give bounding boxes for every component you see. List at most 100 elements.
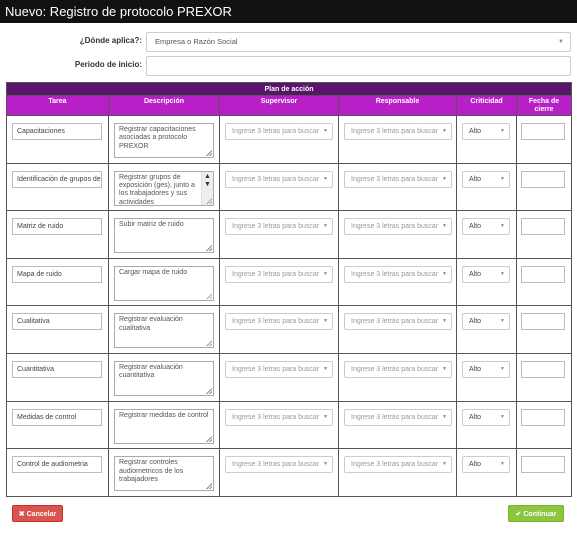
responsable-select[interactable]: Ingrese 3 letras para buscar ▼ bbox=[344, 313, 452, 331]
fecha-cierre-input[interactable] bbox=[521, 170, 565, 188]
tarea-input[interactable]: Medidas de control bbox=[12, 408, 102, 426]
supervisor-select[interactable]: Ingrese 3 letras para buscar ▼ bbox=[225, 408, 333, 426]
fecha-cierre-input[interactable] bbox=[521, 123, 565, 140]
chevron-down-icon: ▼ bbox=[500, 223, 505, 230]
criticidad-select[interactable]: Alto ▼ bbox=[462, 218, 510, 236]
supervisor-select[interactable]: Ingrese 3 letras para buscar ▼ bbox=[225, 265, 333, 283]
criticidad-select[interactable]: Alto ▼ bbox=[462, 313, 510, 331]
periodo-inicio-row: Periodo de inicio: bbox=[0, 56, 577, 76]
supervisor-placeholder: Ingrese 3 letras para buscar bbox=[232, 175, 320, 183]
responsable-cell: Ingrese 3 letras para buscar ▼ bbox=[338, 115, 457, 164]
tarea-input[interactable]: Cuantitativa bbox=[12, 360, 102, 378]
resize-grip-icon[interactable] bbox=[206, 340, 212, 347]
responsable-placeholder: Ingrese 3 letras para buscar bbox=[351, 365, 439, 373]
resize-grip-icon[interactable] bbox=[206, 292, 212, 299]
criticidad-value: Alto bbox=[469, 318, 482, 326]
responsable-select[interactable]: Ingrese 3 letras para buscar ▼ bbox=[344, 123, 452, 140]
plan-de-accion-title: Plan de acción bbox=[5, 82, 573, 96]
descripcion-textarea[interactable]: Registrar controles audiometricos de los… bbox=[114, 456, 214, 492]
responsable-placeholder: Ingrese 3 letras para buscar bbox=[351, 223, 439, 231]
header-criticidad: Criticidad bbox=[456, 95, 517, 116]
fecha-cierre-cell bbox=[515, 115, 573, 164]
continue-button[interactable]: ✔ Continuar bbox=[508, 505, 564, 522]
criticidad-select[interactable]: Alto ▼ bbox=[462, 456, 510, 474]
criticidad-select[interactable]: Alto ▼ bbox=[462, 265, 510, 283]
criticidad-select[interactable]: Alto ▼ bbox=[462, 408, 510, 426]
descripcion-textarea[interactable]: Registrar evaluación cuantitativa bbox=[114, 360, 214, 396]
window-title: Nuevo: Registro de protocolo PREXOR bbox=[0, 0, 577, 23]
criticidad-select[interactable]: Alto ▼ bbox=[462, 123, 510, 140]
criticidad-select[interactable]: Alto ▼ bbox=[462, 360, 510, 378]
supervisor-select[interactable]: Ingrese 3 letras para buscar ▼ bbox=[225, 170, 333, 188]
responsable-cell: Ingrese 3 letras para buscar ▼ bbox=[338, 448, 457, 497]
descripcion-textarea[interactable]: Registrar grupos de exposición (ges), ju… bbox=[114, 170, 214, 206]
donde-aplica-label: ¿Dónde aplica?: bbox=[79, 36, 142, 45]
supervisor-placeholder: Ingrese 3 letras para buscar bbox=[232, 270, 320, 278]
supervisor-select[interactable]: Ingrese 3 letras para buscar ▼ bbox=[225, 123, 333, 140]
descripcion-cell: Subir matriz de ruido bbox=[108, 210, 220, 259]
resize-grip-icon[interactable] bbox=[206, 150, 212, 156]
responsable-select[interactable]: Ingrese 3 letras para buscar ▼ bbox=[344, 360, 452, 378]
responsable-select[interactable]: Ingrese 3 letras para buscar ▼ bbox=[344, 456, 452, 474]
descripcion-textarea[interactable]: Registrar evaluación cualitativa bbox=[114, 313, 214, 349]
scrollbar[interactable]: ▲ ▼ bbox=[201, 171, 213, 205]
tarea-input[interactable]: Matriz de ruido bbox=[12, 218, 102, 236]
fecha-cierre-cell bbox=[515, 305, 573, 354]
resize-grip-icon[interactable] bbox=[206, 197, 212, 204]
criticidad-cell: Alto ▼ bbox=[456, 115, 517, 164]
tarea-input[interactable]: Mapa de ruido bbox=[12, 265, 102, 283]
plan-de-accion-table: Plan de acción Tarea Descripción Supervi… bbox=[5, 82, 573, 497]
descripcion-text: Cargar mapa de ruido bbox=[119, 268, 188, 276]
donde-aplica-select[interactable]: Empresa o Razón Social ▼ bbox=[146, 32, 571, 52]
descripcion-textarea[interactable]: Registrar capacitaciones asociadas a pro… bbox=[114, 123, 214, 158]
chevron-down-icon: ▼ bbox=[323, 128, 328, 134]
resize-grip-icon[interactable] bbox=[206, 387, 212, 394]
resize-grip-icon[interactable] bbox=[206, 245, 212, 252]
fecha-cierre-input[interactable] bbox=[521, 313, 565, 331]
chevron-down-icon: ▼ bbox=[500, 270, 505, 277]
criticidad-value: Alto bbox=[469, 128, 482, 135]
table-row: Capacitaciones Registrar capacitaciones a… bbox=[6, 115, 573, 164]
chevron-down-icon: ▼ bbox=[442, 270, 447, 277]
periodo-inicio-label: Periodo de inicio: bbox=[74, 60, 142, 69]
supervisor-select[interactable]: Ingrese 3 letras para buscar ▼ bbox=[225, 218, 333, 236]
descripcion-textarea[interactable]: Registrar medidas de control bbox=[114, 408, 214, 444]
tarea-input[interactable]: Identificación de grupos de bbox=[12, 170, 102, 188]
criticidad-value: Alto bbox=[469, 223, 482, 231]
fecha-cierre-input[interactable] bbox=[521, 265, 565, 283]
supervisor-placeholder: Ingrese 3 letras para buscar bbox=[232, 128, 320, 135]
responsable-select[interactable]: Ingrese 3 letras para buscar ▼ bbox=[344, 170, 452, 188]
tarea-cell: Medidas de control bbox=[6, 400, 109, 450]
fecha-cierre-input[interactable] bbox=[521, 456, 565, 474]
descripcion-text: Registrar medidas de control bbox=[119, 411, 209, 419]
resize-grip-icon[interactable] bbox=[206, 435, 212, 442]
criticidad-select[interactable]: Alto ▼ bbox=[462, 170, 510, 188]
supervisor-select[interactable]: Ingrese 3 letras para buscar ▼ bbox=[225, 360, 333, 378]
chevron-down-icon: ▼ bbox=[500, 318, 505, 325]
descripcion-textarea[interactable]: Subir matriz de ruido bbox=[114, 218, 214, 254]
responsable-select[interactable]: Ingrese 3 letras para buscar ▼ bbox=[344, 218, 452, 236]
cancel-button[interactable]: ✖ Cancelar bbox=[12, 505, 63, 522]
fecha-cierre-input[interactable] bbox=[521, 218, 565, 236]
arrow-down-icon[interactable]: ▼ bbox=[204, 180, 211, 188]
supervisor-cell: Ingrese 3 letras para buscar ▼ bbox=[219, 448, 339, 497]
chevron-down-icon: ▼ bbox=[323, 365, 328, 372]
tarea-cell: Matriz de ruido bbox=[6, 210, 109, 259]
criticidad-value: Alto bbox=[469, 365, 482, 373]
chevron-down-icon: ▼ bbox=[500, 461, 505, 468]
fecha-cierre-input[interactable] bbox=[521, 408, 565, 426]
responsable-select[interactable]: Ingrese 3 letras para buscar ▼ bbox=[344, 408, 452, 426]
fecha-cierre-input[interactable] bbox=[521, 360, 565, 378]
supervisor-select[interactable]: Ingrese 3 letras para buscar ▼ bbox=[225, 456, 333, 474]
header-responsable: Responsable bbox=[338, 95, 457, 116]
arrow-up-icon[interactable]: ▲ bbox=[204, 172, 211, 180]
tarea-input[interactable]: Capacitaciones bbox=[12, 123, 102, 140]
descripcion-textarea[interactable]: Cargar mapa de ruido bbox=[114, 265, 214, 301]
supervisor-select[interactable]: Ingrese 3 letras para buscar ▼ bbox=[225, 313, 333, 331]
periodo-inicio-input[interactable] bbox=[146, 56, 571, 76]
resize-grip-icon[interactable] bbox=[206, 483, 212, 490]
tarea-input[interactable]: Cualitativa bbox=[12, 313, 102, 331]
tarea-input[interactable]: Control de audiometria bbox=[12, 456, 102, 474]
chevron-down-icon: ▼ bbox=[323, 318, 328, 325]
responsable-select[interactable]: Ingrese 3 letras para buscar ▼ bbox=[344, 265, 452, 283]
